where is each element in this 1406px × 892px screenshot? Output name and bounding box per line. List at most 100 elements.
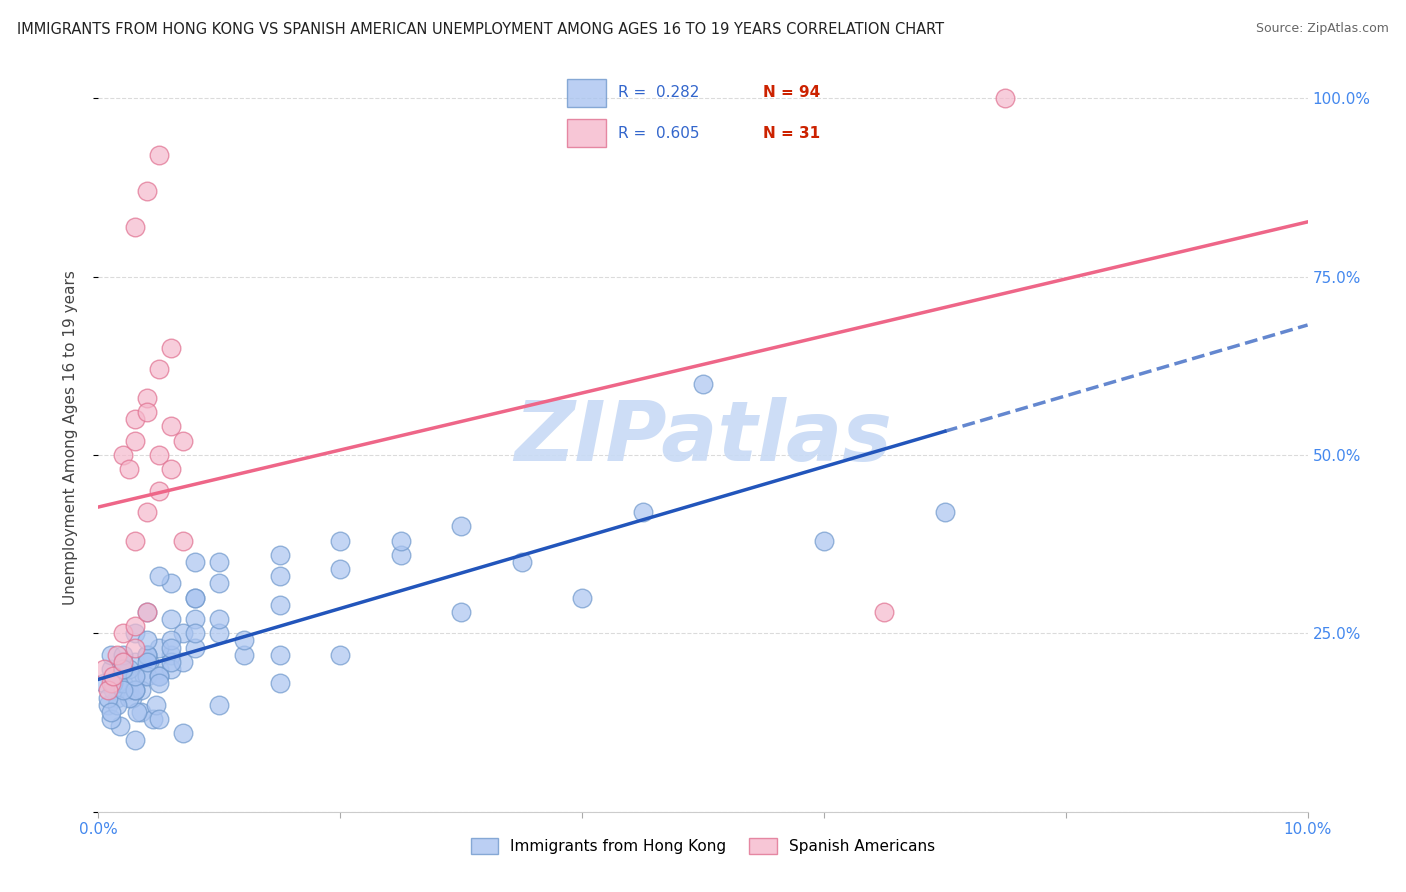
- Point: [105, 690, 128, 705]
- Point: [118, 662, 141, 676]
- Point: [269, 676, 291, 690]
- Point: [148, 662, 170, 676]
- Point: [111, 662, 134, 676]
- Point: [124, 533, 146, 548]
- Point: [510, 555, 533, 569]
- Point: [813, 533, 835, 548]
- Point: [124, 219, 146, 234]
- Point: [208, 698, 231, 712]
- Point: [135, 505, 157, 519]
- Point: [135, 405, 157, 419]
- Point: [108, 719, 131, 733]
- Point: [160, 612, 183, 626]
- Point: [160, 655, 183, 669]
- Point: [184, 612, 207, 626]
- Point: [269, 648, 291, 662]
- Point: [124, 655, 146, 669]
- Point: [145, 698, 167, 712]
- Point: [631, 505, 654, 519]
- Point: [129, 683, 152, 698]
- Point: [129, 705, 152, 719]
- Point: [111, 648, 134, 662]
- Point: [148, 148, 170, 162]
- Text: IMMIGRANTS FROM HONG KONG VS SPANISH AMERICAN UNEMPLOYMENT AMONG AGES 16 TO 19 Y: IMMIGRANTS FROM HONG KONG VS SPANISH AME…: [17, 22, 943, 37]
- Point: [100, 648, 122, 662]
- Point: [111, 626, 134, 640]
- Point: [160, 662, 183, 676]
- Point: [124, 626, 146, 640]
- Point: [160, 633, 183, 648]
- Point: [873, 605, 896, 619]
- Point: [184, 591, 207, 605]
- Point: [208, 626, 231, 640]
- Point: [100, 676, 122, 690]
- Point: [111, 662, 134, 676]
- Point: [111, 683, 134, 698]
- Point: [135, 648, 157, 662]
- Point: [124, 683, 146, 698]
- Point: [184, 555, 207, 569]
- Point: [148, 483, 170, 498]
- Text: ZIPatlas: ZIPatlas: [515, 397, 891, 477]
- Point: [101, 669, 124, 683]
- Point: [114, 662, 136, 676]
- Point: [232, 648, 254, 662]
- Point: [135, 669, 157, 683]
- Point: [97, 690, 120, 705]
- Point: [101, 683, 124, 698]
- Point: [105, 698, 128, 712]
- Point: [97, 698, 120, 712]
- Point: [124, 412, 146, 426]
- Point: [208, 555, 231, 569]
- Point: [105, 648, 128, 662]
- Point: [389, 548, 412, 562]
- Point: [111, 655, 134, 669]
- Point: [994, 91, 1017, 105]
- Point: [571, 591, 593, 605]
- Point: [148, 676, 170, 690]
- Point: [135, 655, 157, 669]
- Point: [105, 676, 128, 690]
- Point: [93, 676, 115, 690]
- Point: [692, 376, 714, 391]
- Point: [97, 683, 120, 698]
- Point: [121, 690, 143, 705]
- Point: [172, 533, 194, 548]
- Point: [101, 676, 124, 690]
- Point: [450, 605, 472, 619]
- Point: [208, 576, 231, 591]
- Point: [135, 391, 157, 405]
- Point: [184, 640, 207, 655]
- Point: [124, 683, 146, 698]
- Point: [124, 640, 146, 655]
- Point: [118, 462, 141, 476]
- Point: [135, 605, 157, 619]
- Point: [111, 662, 134, 676]
- Point: [135, 633, 157, 648]
- Point: [111, 448, 134, 462]
- Point: [389, 533, 412, 548]
- Point: [160, 648, 183, 662]
- Point: [934, 505, 956, 519]
- Point: [208, 612, 231, 626]
- Point: [124, 434, 146, 448]
- Point: [100, 712, 122, 726]
- Point: [160, 462, 183, 476]
- Point: [269, 569, 291, 583]
- Point: [269, 598, 291, 612]
- Point: [269, 548, 291, 562]
- Point: [127, 705, 149, 719]
- Point: [135, 605, 157, 619]
- Point: [184, 591, 207, 605]
- Point: [93, 662, 115, 676]
- Point: [118, 690, 141, 705]
- Point: [124, 733, 146, 747]
- Point: [135, 184, 157, 198]
- Point: [134, 669, 156, 683]
- Point: [148, 640, 170, 655]
- Point: [148, 569, 170, 583]
- Y-axis label: Unemployment Among Ages 16 to 19 years: Unemployment Among Ages 16 to 19 years: [63, 269, 77, 605]
- Point: [184, 626, 207, 640]
- Point: [148, 712, 170, 726]
- Point: [100, 662, 122, 676]
